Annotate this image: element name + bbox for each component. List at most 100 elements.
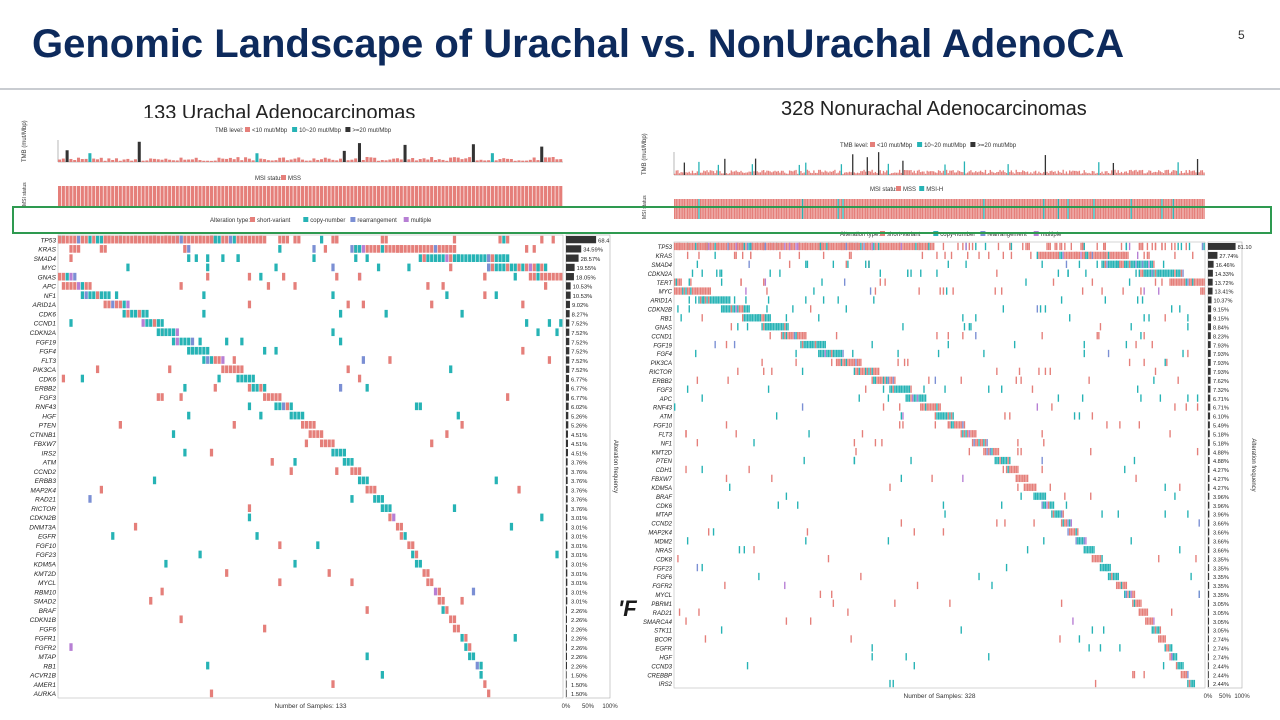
frequency-label: 6.10% [1213, 415, 1229, 421]
alteration-cell [232, 365, 236, 374]
msi-cell [937, 199, 940, 219]
alteration-cell [1174, 492, 1176, 500]
alteration-cell [331, 448, 335, 457]
gene-label: FLT3 [658, 432, 672, 438]
msi-cell [540, 186, 544, 206]
tmb-bar [1115, 172, 1118, 175]
alteration-cell [1162, 269, 1165, 277]
gene-label: RB1 [43, 663, 56, 670]
alteration-cell [301, 421, 305, 429]
msi-cell [1062, 199, 1064, 219]
alteration-cell [217, 356, 221, 364]
alteration-cell [763, 242, 765, 251]
msi-cell [882, 199, 885, 219]
alteration-cell [1201, 242, 1204, 251]
alteration-cell [346, 365, 350, 374]
alteration-cell [137, 309, 141, 318]
msi-cell [1158, 199, 1160, 219]
tmb-bar [468, 157, 472, 162]
msi-cell [871, 199, 873, 219]
tmb-legend-swatch [970, 142, 976, 147]
tmb-bar [350, 159, 354, 162]
alteration-cell [944, 510, 946, 518]
alteration-cell [247, 374, 252, 383]
alteration-cell [975, 242, 977, 251]
msi-cell [399, 186, 403, 206]
title-divider [0, 88, 1280, 90]
alteration-cell [1125, 242, 1128, 251]
alteration-cell [1060, 251, 1063, 260]
msi-cell [746, 199, 749, 219]
alteration-cell [1128, 260, 1131, 268]
tmb-bar [1073, 170, 1076, 175]
tmb-bar [278, 157, 282, 162]
msi-cell [380, 186, 384, 206]
alteration-cell [1141, 296, 1144, 304]
tmb-bar [780, 170, 783, 175]
gene-label: PIK3CA [33, 367, 56, 374]
alteration-cell [680, 278, 682, 286]
alteration-cell [1135, 599, 1137, 607]
alteration-cell [1052, 510, 1055, 518]
alteration-cell [179, 235, 183, 244]
alteration-cell [168, 328, 172, 337]
alteration-cell [342, 448, 347, 457]
alteration-cell [918, 242, 920, 251]
alteration-cell [1153, 260, 1155, 268]
msi-cell [848, 199, 851, 219]
frequency-bar [1208, 457, 1210, 464]
alteration-cell [426, 569, 430, 577]
alteration-cell [437, 254, 441, 262]
alteration-cell [130, 309, 134, 318]
tmb-bar [1078, 170, 1081, 175]
alteration-cell [1185, 278, 1187, 286]
msi-cell [1069, 199, 1071, 219]
msi-cell [1192, 199, 1194, 219]
alteration-cell [171, 328, 176, 337]
msi-cell [703, 199, 705, 219]
alteration-cell [1192, 679, 1194, 688]
alteration-cell [855, 367, 857, 375]
alteration-cell [832, 599, 835, 607]
alteration-cell [1044, 492, 1047, 500]
msi-cell [164, 186, 168, 206]
alteration-cell [881, 376, 883, 384]
tmb-bar [722, 173, 724, 175]
alteration-cell [183, 235, 187, 244]
alteration-cell [850, 358, 852, 367]
alteration-cell [740, 242, 742, 251]
alteration-legend-item: short-variant [887, 232, 921, 238]
alteration-cell [103, 291, 107, 300]
frequency-bar [566, 254, 579, 262]
alteration-cell [905, 394, 907, 402]
alteration-cell [1064, 242, 1066, 251]
msi-cell [798, 199, 800, 219]
msi-cell [1164, 199, 1166, 219]
tmb-bar [680, 172, 682, 175]
alteration-cell [1020, 376, 1022, 384]
tmb-bar [107, 158, 111, 162]
msi-cell [900, 199, 902, 219]
msi-cell [236, 186, 240, 206]
alteration-cell [456, 411, 460, 420]
alteration-cell [839, 358, 841, 367]
tmb-bar [920, 172, 922, 175]
frequency-bar [1208, 555, 1210, 563]
frequency-label: 1.50% [571, 683, 587, 689]
alteration-cell [829, 349, 831, 358]
msi-cell [441, 186, 445, 206]
alteration-cell [1065, 519, 1068, 527]
alteration-cell [879, 278, 881, 286]
alteration-cell [837, 358, 839, 367]
alteration-cell [263, 393, 267, 401]
frequency-bar [1208, 305, 1212, 313]
alteration-cell [868, 242, 870, 251]
tmb-bar [263, 159, 267, 162]
alteration-cell [338, 448, 343, 457]
tmb-bar [899, 169, 901, 175]
alteration-cell [701, 242, 703, 251]
tmb-bar [853, 172, 855, 175]
frequency-bar [566, 606, 567, 614]
tmb-bar [897, 172, 899, 175]
tmb-bar [392, 158, 396, 162]
